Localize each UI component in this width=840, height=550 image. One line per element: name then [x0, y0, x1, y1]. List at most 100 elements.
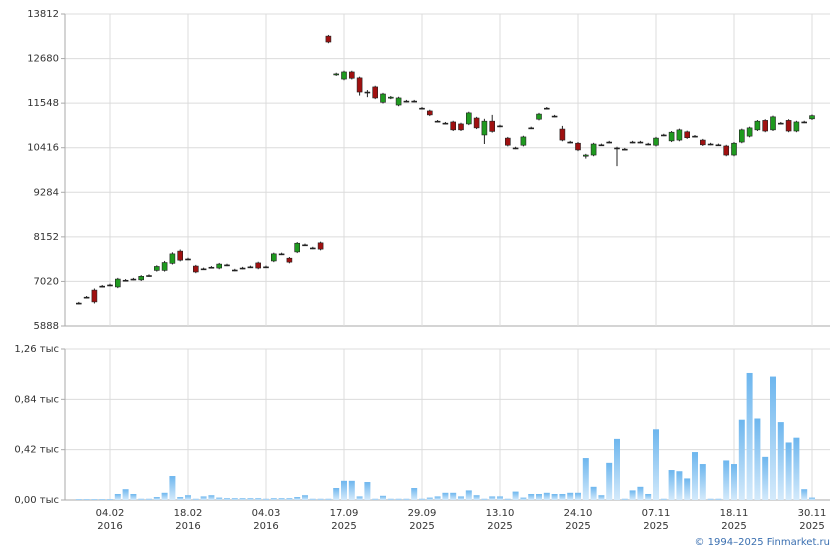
candle-body — [559, 128, 566, 141]
volume-bar — [481, 498, 488, 500]
volume-bar — [606, 462, 613, 500]
volume-bar — [762, 456, 769, 500]
volume-bar — [582, 458, 589, 500]
y-tick-label: 9284 — [34, 187, 59, 198]
y-tick-label: 7020 — [34, 276, 59, 287]
candle-body — [520, 136, 527, 146]
candle-body — [442, 122, 449, 125]
x-tick-year: 2025 — [643, 521, 668, 532]
candle-body — [232, 269, 238, 272]
volume-bar — [387, 498, 394, 500]
candle-body — [317, 242, 324, 250]
volume-bar — [551, 494, 558, 500]
x-tick-date: 18.11 — [720, 508, 749, 519]
candle-body — [99, 285, 105, 288]
volume-bar — [660, 498, 667, 500]
candle-body — [692, 135, 698, 138]
volume-bar — [746, 372, 753, 500]
candle-body — [380, 93, 386, 103]
candle-body — [668, 131, 675, 142]
candle-body — [707, 143, 714, 146]
volume-bar — [317, 498, 324, 500]
volume-bar — [161, 492, 168, 500]
candle-body — [83, 296, 90, 299]
candle-body — [536, 113, 542, 120]
candle-body — [731, 142, 737, 156]
candle-body — [255, 262, 261, 269]
volume-bar — [138, 498, 145, 500]
candle-body — [621, 148, 628, 151]
candle-body — [270, 253, 277, 262]
candle-body — [598, 144, 605, 147]
volume-bar — [333, 488, 340, 500]
volume-bar — [177, 497, 184, 500]
volume-bar — [653, 429, 659, 500]
volume-bar — [785, 442, 792, 500]
volume-bar — [341, 480, 347, 500]
volume-bar — [715, 498, 722, 500]
volume-bar — [403, 498, 410, 500]
volume-bar — [809, 497, 815, 500]
volume-bar — [512, 491, 519, 500]
candle-body — [356, 77, 363, 93]
x-tick-year: 2025 — [799, 521, 824, 532]
candle-body — [419, 107, 425, 110]
volume-bar — [668, 470, 675, 500]
x-tick-year: 2016 — [253, 521, 278, 532]
volume-bar — [278, 498, 285, 500]
volume-bar — [489, 496, 496, 500]
candle-body — [161, 262, 168, 271]
volume-bar — [754, 418, 761, 500]
volume-bar — [575, 492, 581, 500]
volume-bar — [684, 478, 691, 500]
candle-body — [341, 71, 347, 80]
candle-body — [551, 115, 558, 118]
x-tick-date: 30.11 — [798, 508, 827, 519]
x-tick-year: 2025 — [721, 521, 746, 532]
volume-bar — [255, 498, 262, 500]
candle-body — [169, 253, 176, 264]
volume-bar — [263, 498, 269, 500]
candle-body — [723, 145, 730, 156]
candle-body — [387, 96, 394, 99]
candle-body — [91, 289, 98, 303]
volume-bar — [676, 471, 683, 500]
candle-body — [684, 131, 691, 139]
candle-body — [770, 116, 776, 131]
candle-body — [793, 121, 800, 132]
candle-body — [450, 121, 457, 131]
candle-body — [481, 120, 488, 136]
volume-bar — [536, 494, 542, 500]
volume-bar — [286, 498, 293, 500]
candle-body — [348, 71, 355, 79]
candle-body — [138, 276, 144, 281]
candle-body — [785, 120, 792, 132]
candle-body — [614, 147, 620, 150]
x-tick-date: 17.09 — [330, 508, 359, 519]
volume-bar — [309, 498, 316, 500]
candle-body — [286, 257, 293, 263]
candle-body — [333, 73, 340, 76]
candle-body — [309, 247, 316, 250]
volume-bar — [294, 497, 301, 500]
volume-bar — [395, 498, 402, 500]
candle-body — [426, 110, 433, 116]
candle-body — [239, 267, 246, 270]
candle-body — [575, 142, 581, 151]
y-tick-label: 0,00 тыс — [14, 495, 59, 506]
x-tick-year: 2016 — [97, 521, 122, 532]
y-tick-label: 10416 — [27, 143, 59, 154]
candle-body — [200, 268, 207, 271]
candle-body — [809, 115, 815, 120]
candle-body — [278, 253, 285, 256]
volume-bar — [567, 492, 574, 500]
volume-bar — [208, 495, 215, 500]
volume-bar — [231, 498, 238, 500]
x-tick-year: 2016 — [175, 521, 200, 532]
candle-body — [395, 97, 402, 106]
x-tick-year: 2025 — [409, 521, 434, 532]
x-tick-date: 04.03 — [252, 508, 281, 519]
candle-body — [364, 91, 371, 94]
candle-body — [177, 250, 183, 261]
volume-bar — [504, 498, 511, 500]
